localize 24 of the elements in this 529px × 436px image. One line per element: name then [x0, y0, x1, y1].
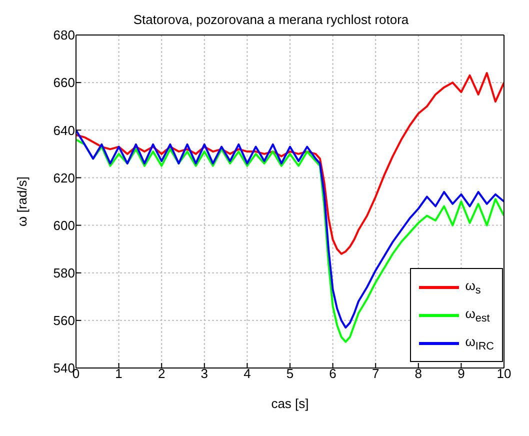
- x-axis-title: cas [s]: [271, 396, 309, 411]
- x-tick-label: 6: [329, 366, 336, 382]
- y-tick-label: 620: [53, 170, 75, 186]
- x-tick-label: 2: [158, 366, 166, 382]
- y-axis-title: ω [rad/s]: [14, 176, 30, 226]
- x-tick-label: 5: [286, 366, 294, 382]
- line-series: [76, 72, 504, 255]
- x-tick-label: 8: [414, 366, 422, 382]
- chart-title: Statorova, pozorovana a merana rychlost rotora: [133, 12, 410, 27]
- legend-label: ω$_{est}$: [465, 306, 490, 324]
- y-tick-label: 600: [53, 218, 75, 233]
- legend-label: ω$_{IRC}$: [465, 334, 494, 352]
- y-tick-label: 560: [53, 313, 75, 328]
- y-tick-label: 680: [53, 28, 75, 43]
- x-tick-label: 10: [496, 366, 512, 382]
- y-tick-label: 660: [53, 75, 75, 90]
- legend-label: ω$_{s}$: [465, 278, 481, 296]
- y-tick-label: 580: [53, 265, 75, 280]
- x-tick-label: 7: [372, 366, 380, 382]
- x-tick-label: 9: [458, 366, 465, 382]
- x-tick-label: 1: [115, 366, 122, 382]
- x-tick-label: 3: [200, 366, 208, 382]
- y-tick-label: 640: [53, 122, 75, 138]
- x-tick-label: 4: [244, 366, 251, 382]
